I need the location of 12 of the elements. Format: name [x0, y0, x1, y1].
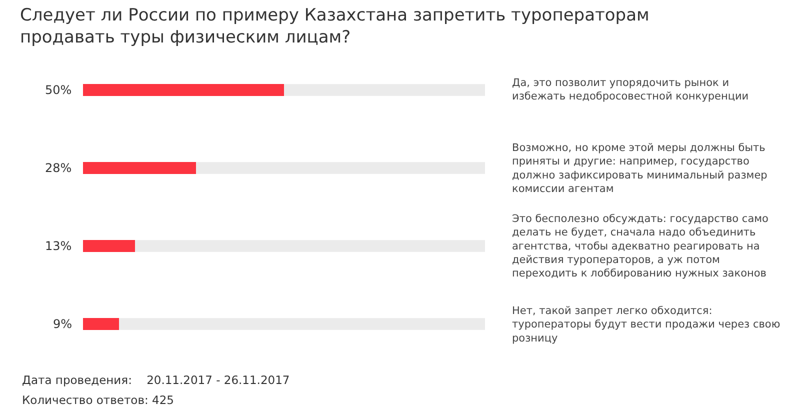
y-tick-label: Это бесполезно обсуждать: государство само делать не будет, сначала надо объединить агентства, чтобы адекватно реагировать на действия туроператоров, а уж потом переходить к лоббированию нужных законов: [512, 213, 768, 280]
y-tick-label: Да, это позволит упорядочить рынок и избежать недобросовестной конкуренции: [512, 77, 749, 103]
bar: [83, 240, 135, 252]
data-label: 28%: [45, 161, 72, 175]
data-label: 13%: [45, 239, 72, 253]
data-label: 50%: [45, 83, 72, 97]
text: Дата проведения: 20.11.2017 - 26.11.2017: [22, 373, 290, 387]
text: Количество ответов: 425: [22, 393, 174, 407]
y-tick-label: Нет, такой запрет легко обходится: туроператоры будут вести продажи через свою розницу: [512, 305, 780, 344]
y-tick-label: Возможно, но кроме этой меры должны быть приняты и другие: например, государство должно зафиксировать минимальный размер комиссии агентам: [512, 142, 768, 195]
chart-title: Следует ли России по примеру Казахстана запретить туроператорам продавать туры физическим лицам?: [20, 5, 650, 48]
data-label: 9%: [53, 317, 72, 331]
